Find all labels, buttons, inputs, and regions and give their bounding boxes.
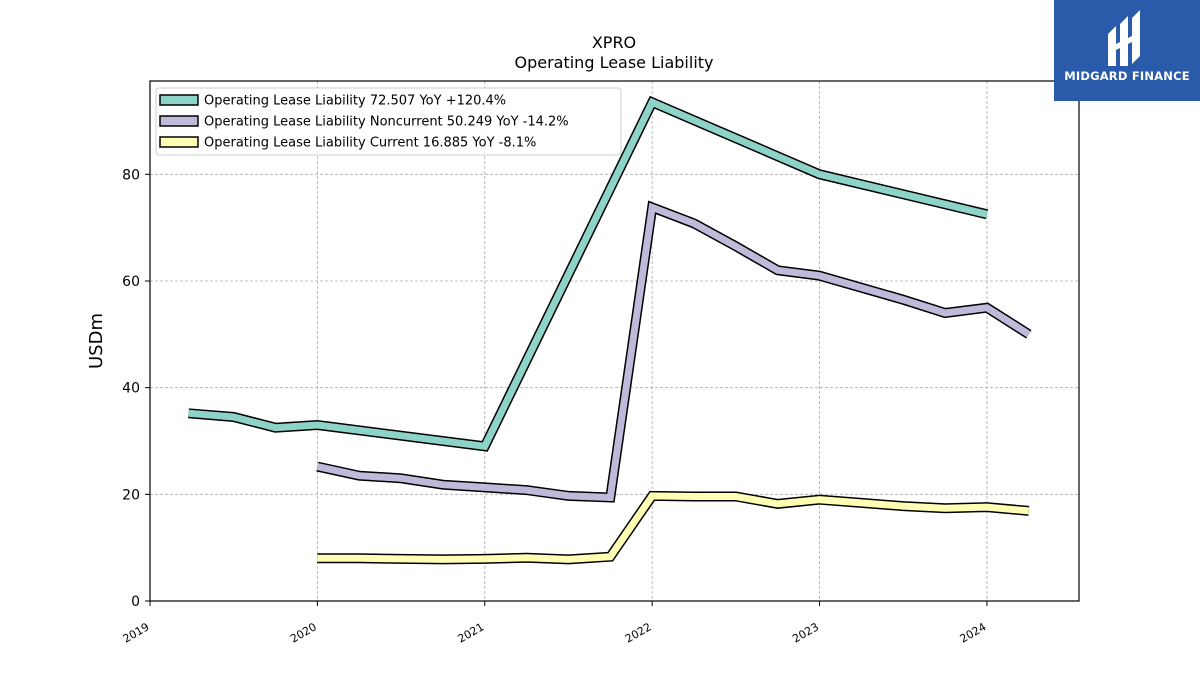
series-line-3 [317, 492, 1030, 563]
chart-title: XPRO [592, 33, 636, 52]
legend-swatch [159, 136, 199, 148]
legend-entry: Operating Lease Liability Current 16.885… [204, 136, 536, 151]
brand-logo: MIDGARD FINANCE [1054, 0, 1200, 101]
series-lines [188, 95, 1032, 565]
x-tick-label: 2021 [456, 620, 487, 645]
plot-frame [149, 80, 1080, 602]
x-tick-label: 2023 [790, 620, 821, 645]
y-tick-label: 60 [122, 274, 140, 290]
y-tick-label: 20 [122, 487, 140, 503]
midgard-logo-icon [1108, 10, 1140, 66]
series-outline [316, 200, 1032, 503]
x-tick-label: 2022 [623, 620, 654, 645]
series-line-2 [316, 202, 1031, 502]
legend-swatch [159, 115, 199, 127]
grid [149, 81, 1079, 601]
y-tick-label: 80 [122, 167, 140, 183]
legend-entry: Operating Lease Liability Noncurrent 50.… [204, 115, 569, 130]
series-line-1 [188, 97, 988, 451]
legend-swatch [159, 94, 199, 106]
y-tick-label: 0 [131, 594, 140, 610]
legend-box [155, 87, 622, 156]
y-axis-label: USDm [86, 313, 107, 369]
axis-ticks: 0 20 40 60 80 2019 2020 2021 2022 2023 2024 [121, 167, 989, 645]
brand-name: MIDGARD FINANCE [1064, 69, 1190, 83]
x-tick-label: 2019 [121, 620, 152, 645]
legend-entry: Operating Lease Liability 72.507 YoY +12… [204, 94, 506, 109]
legend: Operating Lease Liability 72.507 YoY +12… [155, 87, 622, 156]
x-tick-label: 2020 [288, 620, 319, 645]
y-tick-label: 40 [122, 381, 140, 397]
x-tick-label: 2024 [958, 620, 989, 645]
chart-subtitle: Operating Lease Liability [514, 53, 713, 72]
